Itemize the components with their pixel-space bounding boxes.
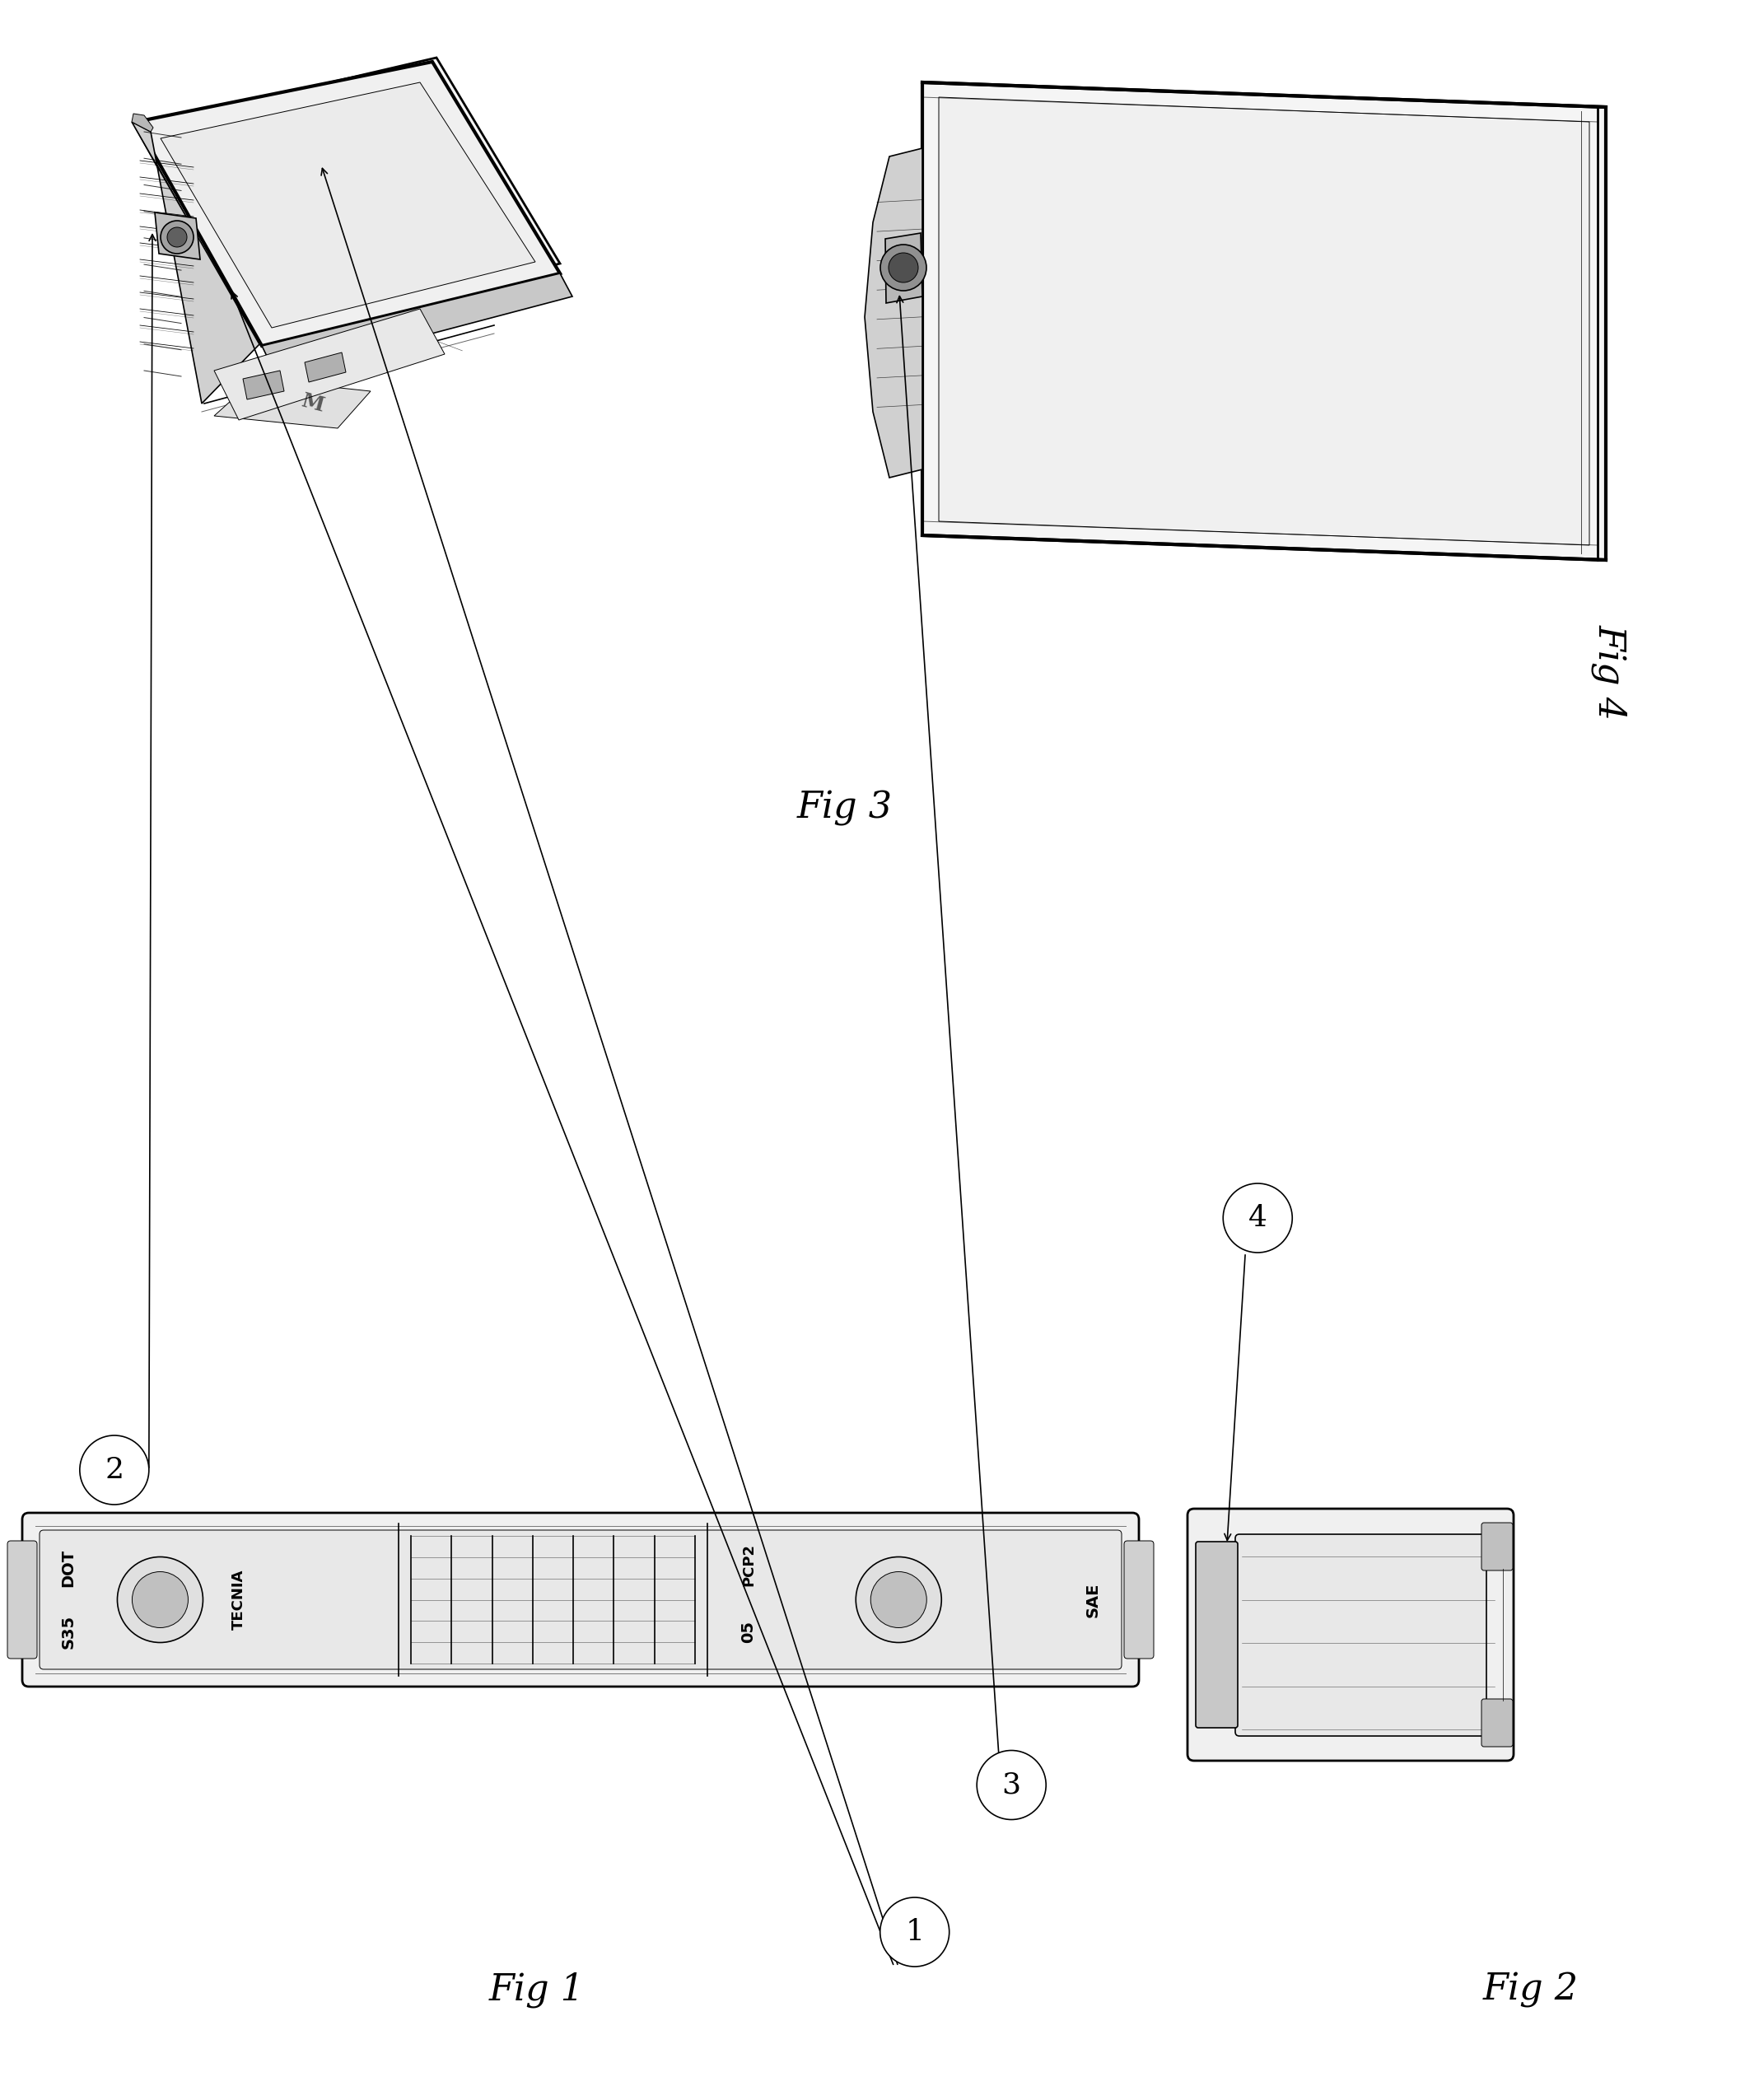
Text: Fig 2: Fig 2	[1483, 1972, 1578, 2008]
Text: 2: 2	[106, 1455, 123, 1485]
Text: 4: 4	[1249, 1203, 1266, 1233]
Polygon shape	[155, 212, 201, 260]
FancyBboxPatch shape	[1235, 1535, 1486, 1737]
Circle shape	[118, 1556, 202, 1642]
Polygon shape	[304, 353, 347, 382]
Polygon shape	[262, 273, 572, 374]
Circle shape	[160, 220, 193, 254]
Circle shape	[132, 1571, 188, 1628]
Circle shape	[857, 1556, 941, 1642]
FancyBboxPatch shape	[1196, 1541, 1238, 1728]
Text: PCP2: PCP2	[741, 1544, 756, 1586]
FancyBboxPatch shape	[1187, 1508, 1513, 1760]
Polygon shape	[215, 309, 445, 420]
Polygon shape	[160, 82, 535, 328]
Text: Fig 4: Fig 4	[1592, 624, 1627, 720]
Circle shape	[976, 1751, 1047, 1819]
Circle shape	[871, 1571, 927, 1628]
Text: 05: 05	[741, 1621, 756, 1642]
Circle shape	[888, 252, 918, 284]
Polygon shape	[243, 370, 285, 399]
Text: Fig 3: Fig 3	[797, 792, 892, 825]
Text: DOT: DOT	[60, 1548, 76, 1588]
FancyBboxPatch shape	[1481, 1522, 1513, 1571]
FancyBboxPatch shape	[1481, 1699, 1513, 1747]
Text: Fig 1: Fig 1	[489, 1972, 584, 2008]
Circle shape	[167, 227, 186, 248]
FancyBboxPatch shape	[39, 1531, 1122, 1670]
Text: TECNIA: TECNIA	[230, 1569, 246, 1630]
Polygon shape	[215, 378, 371, 428]
Circle shape	[880, 244, 927, 290]
FancyBboxPatch shape	[1124, 1541, 1154, 1659]
Text: M: M	[299, 391, 327, 416]
Polygon shape	[865, 149, 922, 477]
Polygon shape	[922, 82, 1606, 561]
Polygon shape	[132, 122, 259, 403]
Polygon shape	[885, 233, 922, 302]
Polygon shape	[135, 61, 559, 346]
Text: 3: 3	[1003, 1770, 1020, 1800]
Circle shape	[1223, 1184, 1293, 1252]
FancyBboxPatch shape	[23, 1512, 1138, 1686]
Circle shape	[79, 1436, 150, 1504]
FancyBboxPatch shape	[7, 1541, 37, 1659]
Polygon shape	[939, 97, 1590, 546]
Circle shape	[880, 1898, 950, 1966]
Polygon shape	[132, 113, 153, 132]
Text: S35: S35	[60, 1615, 76, 1648]
Polygon shape	[135, 57, 559, 342]
Text: 1: 1	[906, 1917, 923, 1947]
Text: SAE: SAE	[1085, 1581, 1101, 1617]
